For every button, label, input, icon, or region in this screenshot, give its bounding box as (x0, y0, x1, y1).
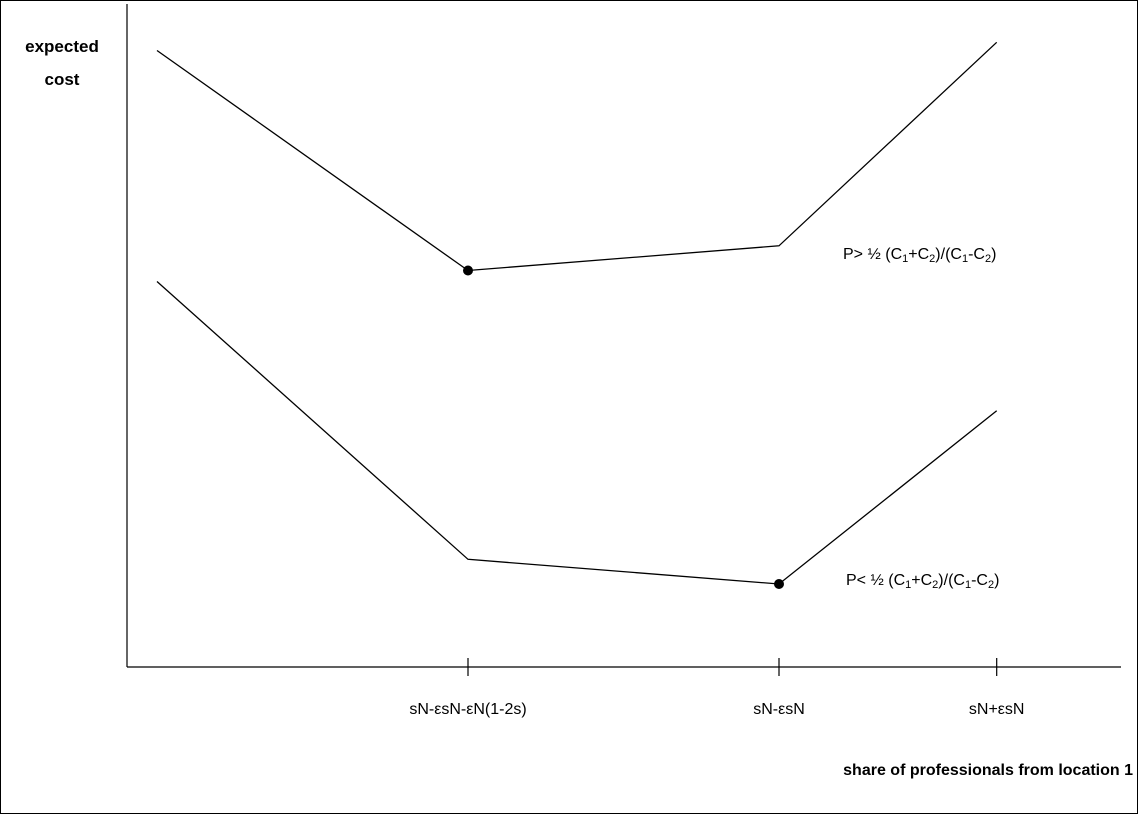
series-labels: P> ½ (C1+C2)/(C1-C2) P< ½ (C1+C2)/(C1-C2) (843, 246, 999, 591)
x-tick-label: sN-εsN-εN(1-2s) (409, 701, 526, 718)
y-axis-label-line2: cost (45, 70, 80, 89)
series-line-1 (156, 41, 998, 272)
series-marker-1 (463, 265, 473, 276)
y-axis-label-line1: expected (25, 37, 99, 56)
x-tick-label: sN-εsN (753, 701, 805, 718)
series-label-1: P> ½ (C1+C2)/(C1-C2) (843, 246, 996, 265)
series-line-2 (156, 281, 998, 585)
series-label-2: P< ½ (C1+C2)/(C1-C2) (846, 572, 999, 591)
series-layer (156, 41, 998, 589)
series-marker-2 (774, 579, 784, 589)
x-ticks: sN-εsN-εN(1-2s) sN-εsN sN+εsN (409, 658, 1024, 718)
x-tick-label: sN+εsN (969, 701, 1025, 718)
x-axis-label: share of professionals from location 1 (843, 762, 1133, 779)
